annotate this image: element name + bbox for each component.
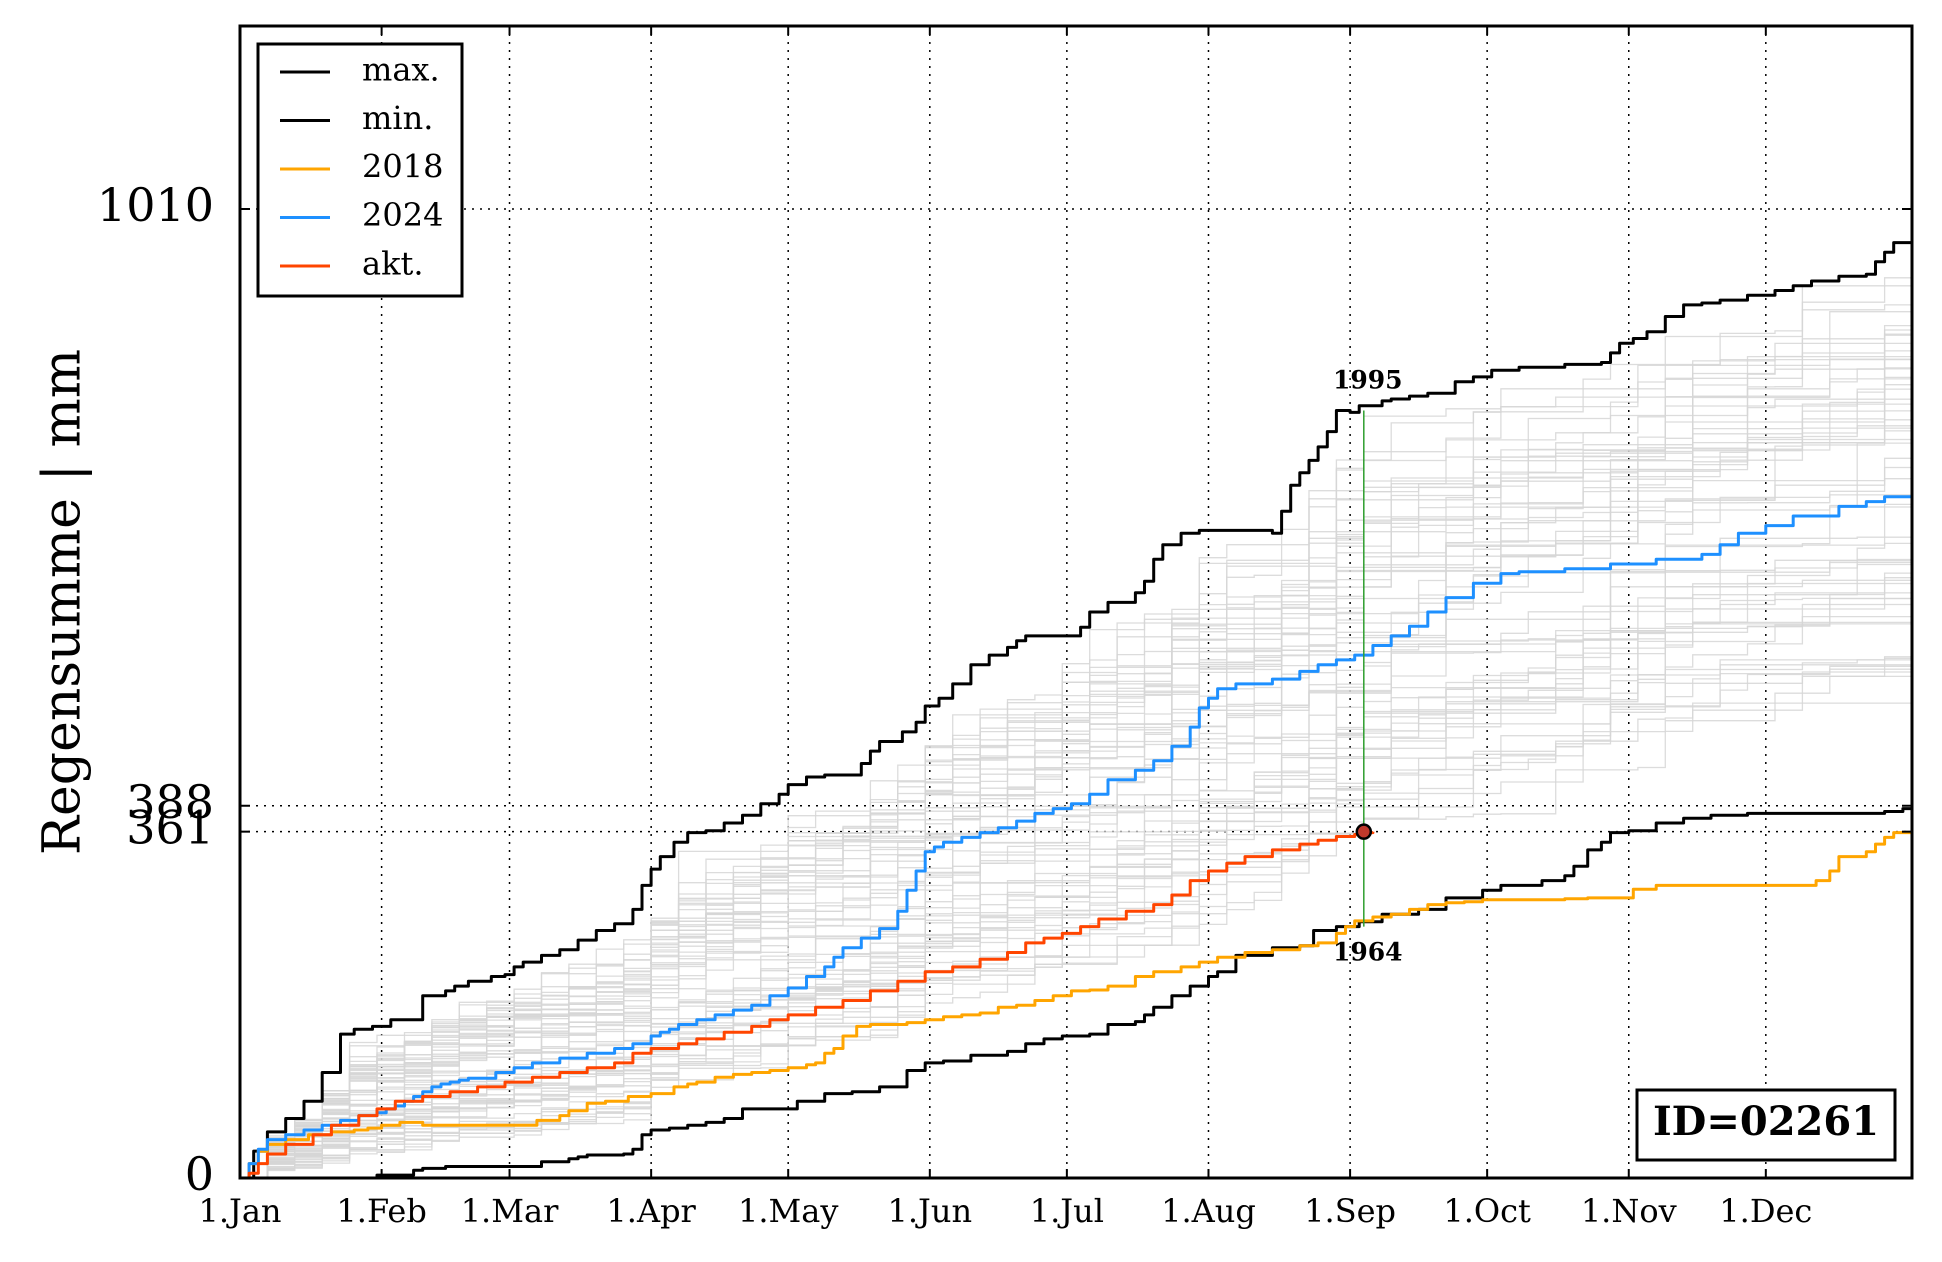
background-year-line bbox=[240, 342, 1912, 1179]
background-year-line bbox=[240, 702, 1912, 1179]
id-box-label: ID=02261 bbox=[1653, 1098, 1879, 1145]
x-tick-label: 1.Jul bbox=[1030, 1192, 1104, 1230]
background-year-line bbox=[240, 501, 1913, 1179]
x-tick-label: 1.Sep bbox=[1304, 1192, 1396, 1230]
background-year-line bbox=[240, 358, 1912, 1179]
current-value-point bbox=[1355, 823, 1373, 840]
x-tick-label: 1.May bbox=[738, 1192, 838, 1230]
id-box: ID=02261 bbox=[1635, 1088, 1897, 1162]
series-line-3 bbox=[240, 827, 1914, 1180]
background-year-line bbox=[240, 547, 1913, 1179]
background-year-line bbox=[240, 350, 1912, 1179]
x-tick-label: 1.Jan bbox=[198, 1192, 281, 1230]
background-year-line bbox=[240, 384, 1912, 1179]
x-tick-label: 1.Mar bbox=[461, 1192, 559, 1230]
background-year-line bbox=[240, 398, 1913, 1179]
annotation-label: 1964 bbox=[1333, 938, 1403, 967]
background-years bbox=[240, 269, 1913, 1179]
background-year-line bbox=[240, 670, 1913, 1179]
series-line-5 bbox=[240, 831, 1375, 1180]
series-line-4 bbox=[240, 492, 1914, 1180]
background-year-line bbox=[240, 403, 1912, 1179]
background-year-line bbox=[240, 388, 1912, 1179]
legend-entry: 2018 bbox=[362, 148, 443, 186]
y-tick-label: 388 bbox=[126, 775, 214, 829]
y-axis-label: Regensumme | mm bbox=[33, 349, 93, 855]
id-box-frame bbox=[1635, 1088, 1897, 1162]
x-tick-label: 1.Aug bbox=[1161, 1192, 1256, 1230]
background-year-line bbox=[240, 334, 1912, 1179]
legend-entry: akt. bbox=[362, 245, 424, 283]
background-year-line bbox=[240, 324, 1912, 1179]
background-year-line bbox=[240, 579, 1912, 1179]
legend-entry: 2024 bbox=[362, 196, 443, 234]
background-year-line bbox=[240, 311, 1912, 1179]
legend-entry: min. bbox=[362, 99, 433, 137]
legend-entry: max. bbox=[362, 51, 440, 89]
x-tick-label: 1.Dec bbox=[1719, 1192, 1812, 1230]
background-year-line bbox=[240, 572, 1912, 1179]
background-year-line bbox=[240, 269, 1913, 1179]
x-tick-label: 1.Oct bbox=[1443, 1192, 1531, 1230]
background-year-line bbox=[240, 304, 1912, 1179]
x-tick-label: 1.Apr bbox=[606, 1192, 696, 1230]
legend: max. min. 2018 2024 akt. bbox=[256, 42, 464, 298]
background-year-line bbox=[240, 367, 1913, 1179]
background-year-line bbox=[240, 418, 1913, 1179]
background-year-line bbox=[240, 603, 1912, 1179]
background-year-line bbox=[240, 597, 1912, 1179]
background-year-line bbox=[240, 444, 1913, 1179]
x-tick-label: 1.Jun bbox=[888, 1192, 973, 1230]
background-year-line bbox=[240, 623, 1912, 1179]
series-line-2 bbox=[240, 805, 1914, 1180]
x-tick-label: 1.Feb bbox=[336, 1192, 426, 1230]
background-year-line bbox=[240, 285, 1912, 1179]
series-line-1 bbox=[240, 233, 1914, 1180]
plot-frame bbox=[238, 24, 1914, 1180]
background-year-line bbox=[240, 442, 1912, 1179]
background-year-line bbox=[240, 300, 1913, 1179]
y-tick-label: 361 bbox=[126, 801, 214, 855]
y-tick-label: 0 bbox=[185, 1147, 214, 1201]
background-year-line bbox=[240, 378, 1912, 1179]
background-year-line bbox=[240, 657, 1912, 1179]
background-year-line bbox=[240, 494, 1912, 1179]
y-tick-label: 1010 bbox=[97, 178, 214, 232]
axis-ticks: 1.Jan 1.Feb 1.Mar 1.Apr 1.May 1.Jun 1.Jul 1.Aug… bbox=[97, 26, 1912, 1230]
x-tick-label: 1.Nov bbox=[1581, 1192, 1677, 1230]
series-lines bbox=[240, 233, 1914, 1180]
current-day-markers: 1995 1964 bbox=[1333, 365, 1403, 966]
background-year-line bbox=[240, 419, 1912, 1179]
background-year-line bbox=[240, 636, 1913, 1179]
annotation-label: 1995 bbox=[1333, 365, 1403, 394]
